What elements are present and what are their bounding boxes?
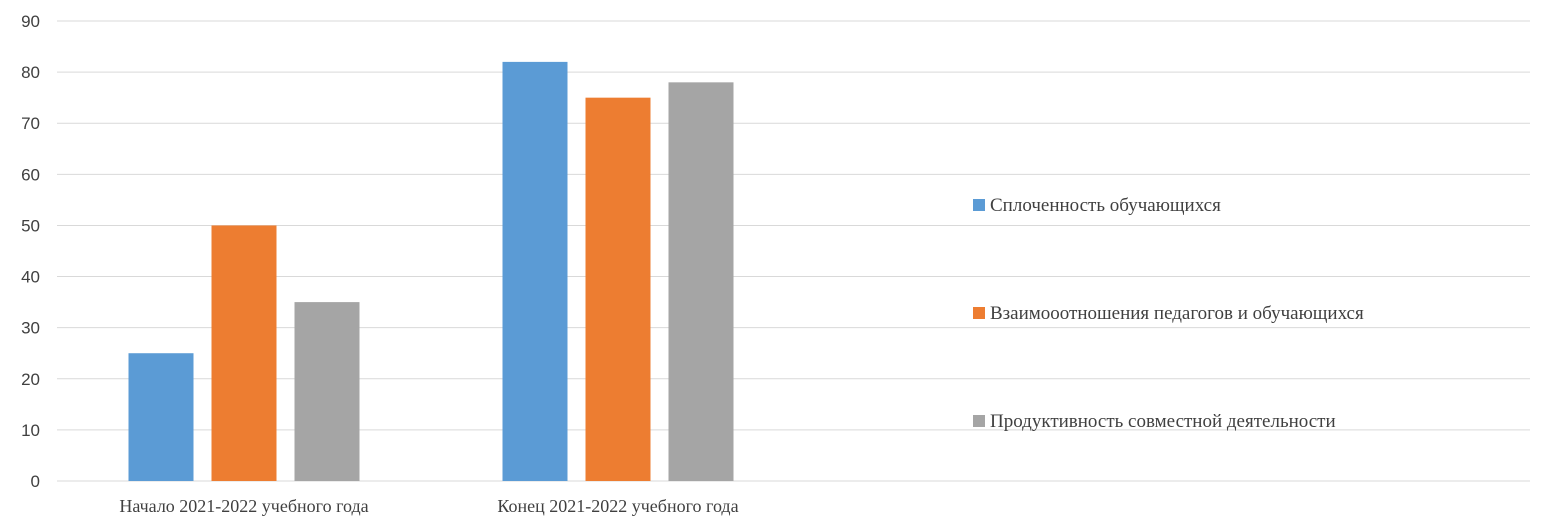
x-axis-ticks: Начало 2021-2022 учебного года Конец 2021…: [119, 496, 738, 516]
legend-label: Сплоченность обучающихся: [990, 195, 1221, 216]
bar-series0-cat1: [502, 61, 568, 482]
legend: Сплоченность обучающихся Взаимооотношения…: [973, 195, 1364, 432]
y-axis-ticks: 0 10 20 30 40 50 60 70 80 90: [21, 12, 40, 491]
bar-series1-cat0: [211, 225, 277, 481]
legend-label: Взаимооотношения педагогов и обучающихся: [990, 303, 1364, 324]
y-tick-label: 10: [21, 421, 40, 440]
legend-swatch: [973, 307, 985, 319]
bar-series1-cat1: [585, 97, 651, 482]
bar-series2-cat0: [294, 302, 360, 481]
y-tick-label: 50: [21, 216, 40, 235]
bar-series2-cat1: [668, 82, 734, 481]
x-tick-label: Конец 2021-2022 учебного года: [497, 496, 738, 516]
y-tick-label: 80: [21, 63, 40, 82]
x-tick-label: Начало 2021-2022 учебного года: [119, 496, 368, 516]
y-tick-label: 30: [21, 319, 40, 338]
legend-swatch: [973, 199, 985, 211]
legend-label: Продуктивность совместной деятельности: [990, 411, 1336, 432]
bars: [128, 61, 734, 482]
y-tick-label: 40: [21, 268, 40, 287]
y-tick-label: 60: [21, 165, 40, 184]
y-tick-label: 70: [21, 114, 40, 133]
y-tick-label: 0: [31, 472, 40, 491]
y-tick-label: 90: [21, 12, 40, 31]
y-tick-label: 20: [21, 370, 40, 389]
legend-swatch: [973, 415, 985, 427]
bar-series0-cat0: [128, 353, 194, 481]
